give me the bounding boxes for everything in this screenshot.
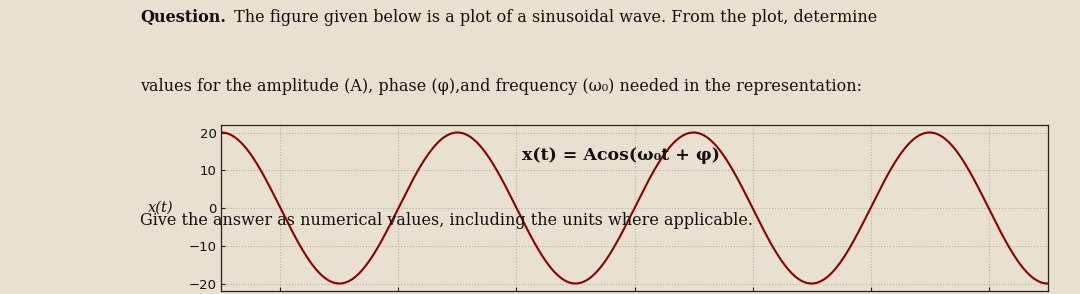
Text: values for the amplitude (A), phase (φ),and frequency (ω₀) needed in the represe: values for the amplitude (A), phase (φ),…	[140, 78, 863, 95]
Text: x(t) = Acos(ω₀t + φ): x(t) = Acos(ω₀t + φ)	[522, 147, 720, 164]
Text: The figure given below is a plot of a sinusoidal wave. From the plot, determine: The figure given below is a plot of a si…	[229, 9, 877, 26]
Text: Give the answer as numerical values, including the units where applicable.: Give the answer as numerical values, inc…	[140, 212, 754, 229]
Y-axis label: x(t): x(t)	[148, 201, 174, 215]
Text: Question.: Question.	[140, 9, 227, 26]
